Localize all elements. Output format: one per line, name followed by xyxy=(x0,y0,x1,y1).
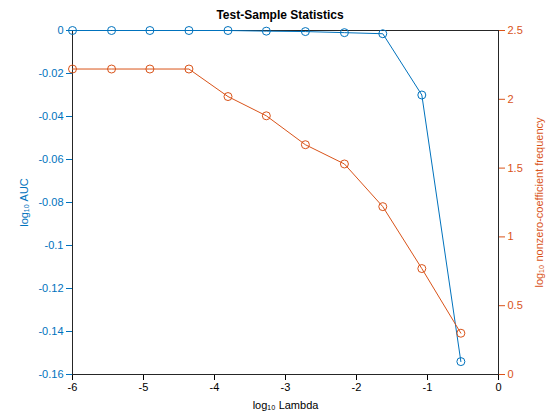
html-text:Test-Sample Statistics: Test-Sample Statistics xyxy=(216,8,344,22)
svg-text:-0.16: -0.16 xyxy=(38,368,63,380)
svg-text:-0.1: -0.1 xyxy=(45,239,64,251)
svg-text:-0.12: -0.12 xyxy=(38,282,63,294)
svg-text:-2: -2 xyxy=(352,381,362,393)
svg-text:log₁₀ nonzero-coefficient freq: log₁₀ nonzero-coefficient frequency xyxy=(533,117,545,288)
svg-text:log₁₀ AUC: log₁₀ AUC xyxy=(18,178,30,227)
svg-text:-0.14: -0.14 xyxy=(38,325,63,337)
svg-text:-0.08: -0.08 xyxy=(38,196,63,208)
svg-text:1: 1 xyxy=(508,230,514,242)
svg-text:-4: -4 xyxy=(210,381,220,393)
svg-text:2: 2 xyxy=(508,93,514,105)
svg-text:1.5: 1.5 xyxy=(508,162,523,174)
svg-text:-0.04: -0.04 xyxy=(38,110,63,122)
svg-text:-3: -3 xyxy=(281,381,291,393)
svg-text:-0.02: -0.02 xyxy=(38,67,63,79)
svg-text:0.5: 0.5 xyxy=(508,299,523,311)
svg-text:2.5: 2.5 xyxy=(508,24,523,36)
svg-text:0: 0 xyxy=(57,24,63,36)
svg-text:-0.06: -0.06 xyxy=(38,153,63,165)
svg-text:-6: -6 xyxy=(68,381,78,393)
svg-text:0: 0 xyxy=(508,368,514,380)
svg-text:-1: -1 xyxy=(423,381,433,393)
svg-text:0: 0 xyxy=(495,381,501,393)
svg-text:log₁₀ Lambda: log₁₀ Lambda xyxy=(253,399,320,411)
svg-text:-5: -5 xyxy=(139,381,149,393)
